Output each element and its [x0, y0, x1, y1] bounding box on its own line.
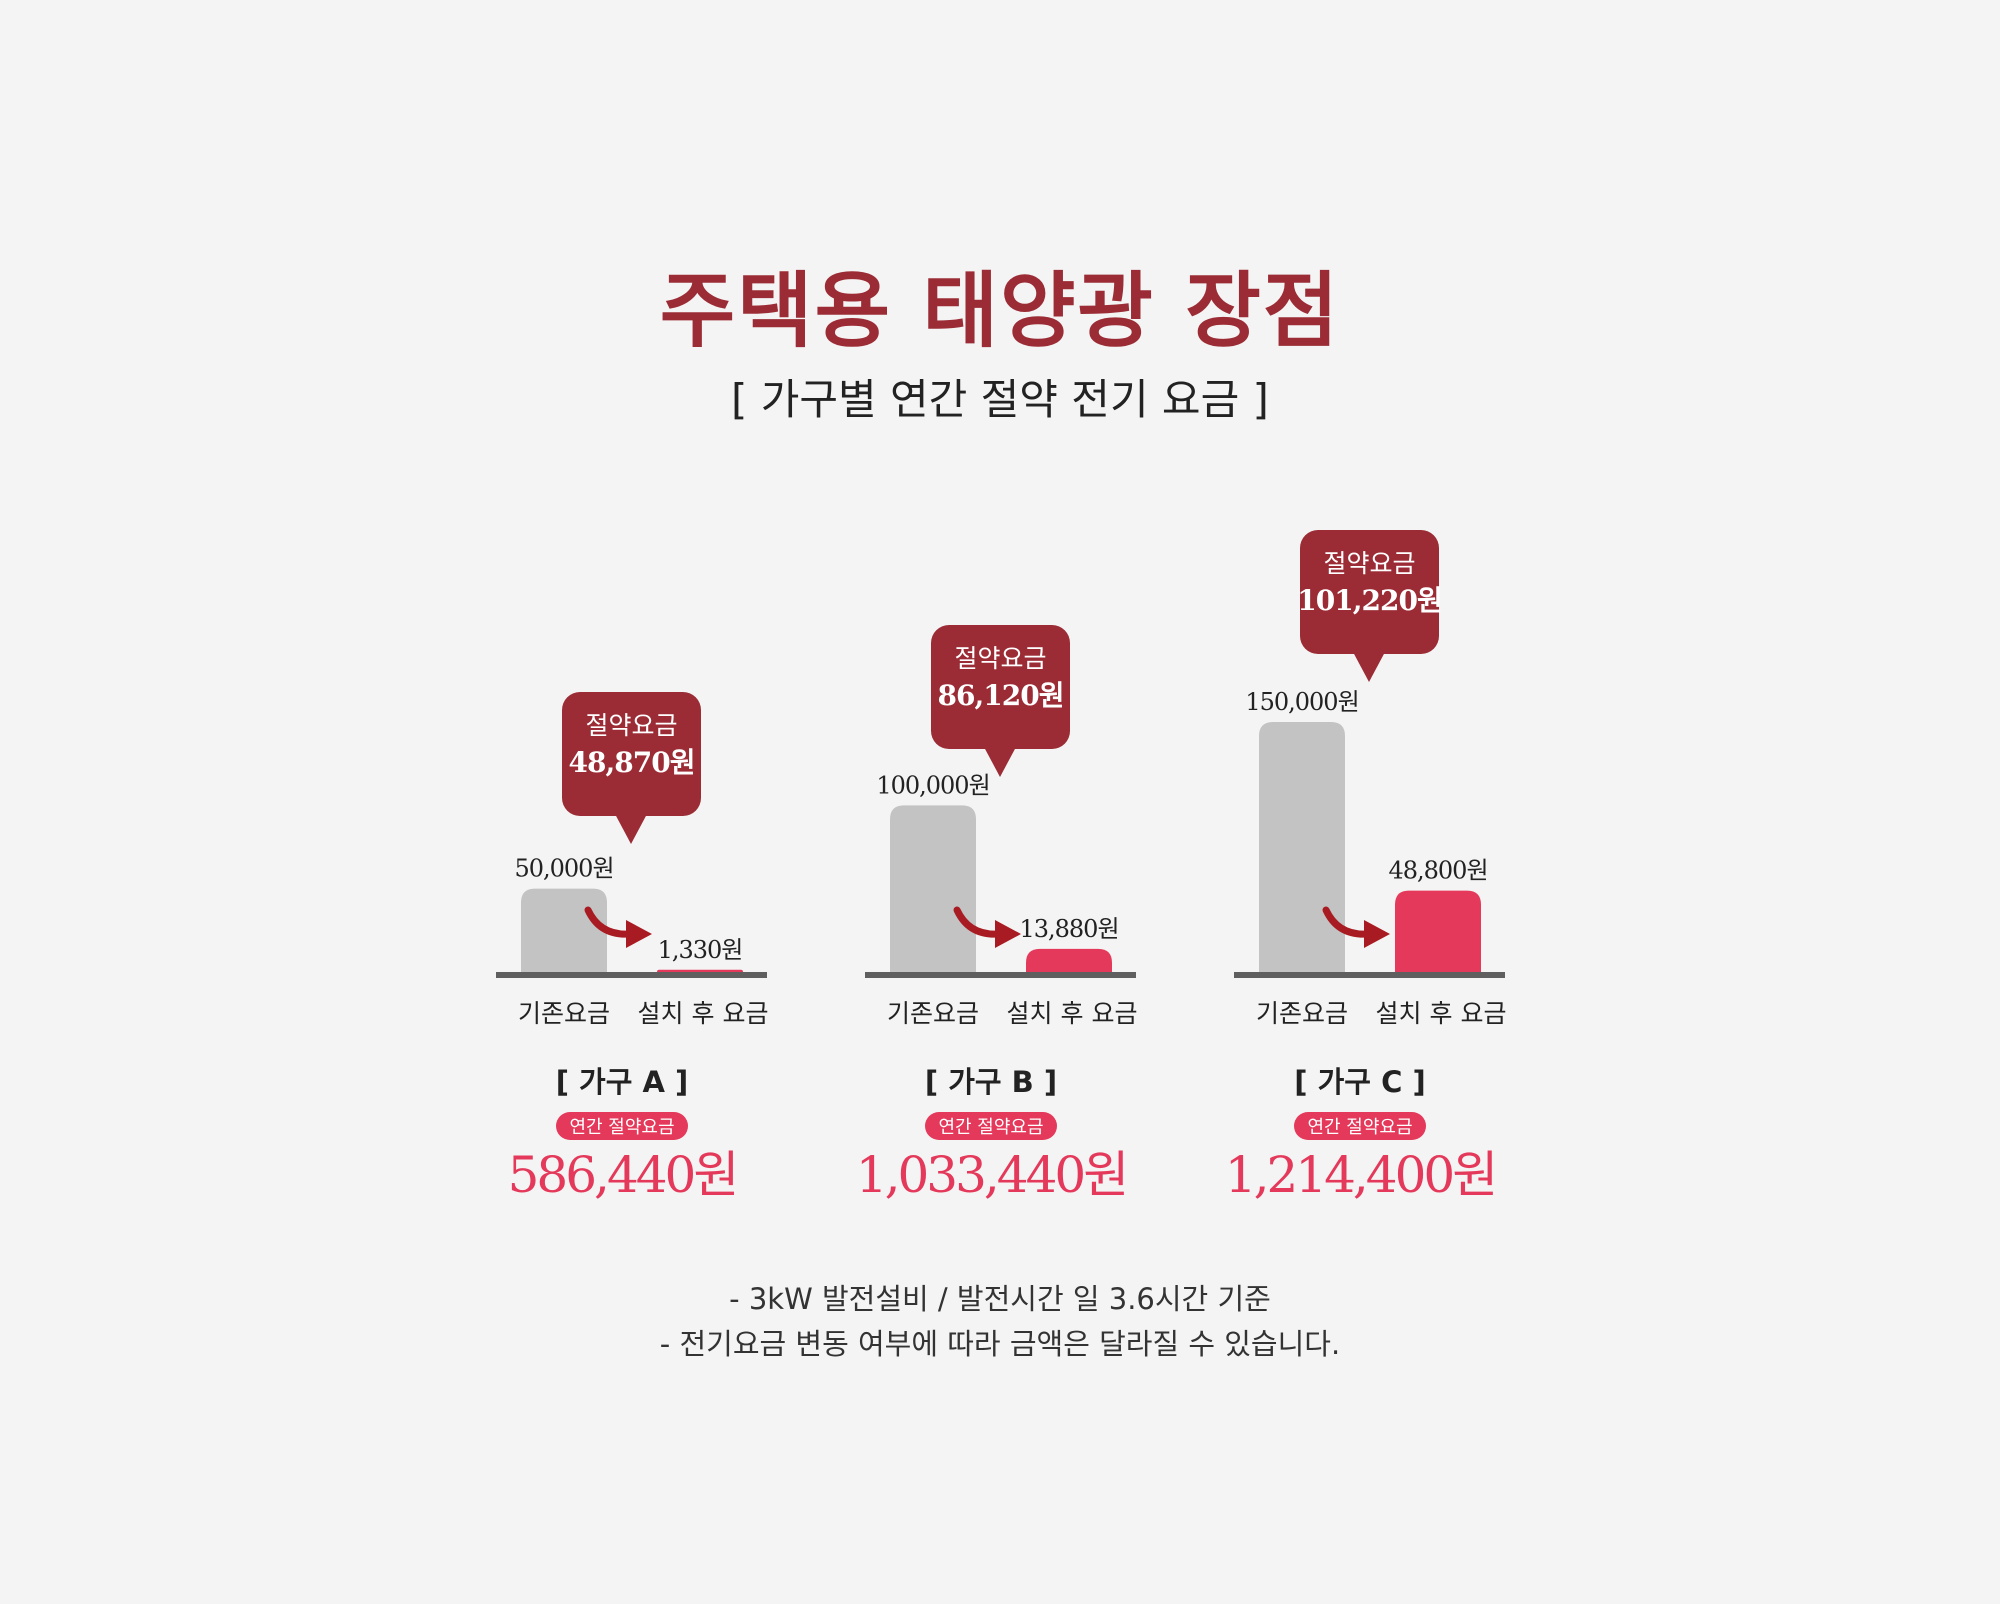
chart-baseline: [1234, 972, 1505, 978]
page-subtitle: [ 가구별 연간 절약 전기 요금 ]: [731, 375, 1269, 424]
bar-after-value-label: 48,800원: [1388, 857, 1487, 885]
saving-value: 48,870원: [569, 746, 695, 779]
chart-baseline: [865, 972, 1136, 978]
saving-value: 86,120원: [938, 679, 1064, 712]
arrow-icon: [1322, 906, 1372, 938]
arrow-icon: [584, 906, 634, 938]
bar-after-value-label: 1,330원: [658, 936, 743, 964]
category-label-before: 기존요금: [518, 999, 610, 1028]
bar-before-value-label: 150,000원: [1245, 688, 1358, 716]
annual-badge: [556, 1112, 688, 1140]
footnote-1: - 3kW 발전설비 / 발전시간 일 3.6시간 기준: [729, 1282, 1271, 1316]
category-label-after: 설치 후 요금: [1376, 999, 1507, 1028]
saving-title: 절약요금: [954, 644, 1046, 673]
annual-saving-value: 1,214,400원: [1225, 1146, 1495, 1204]
arrow-icon: [953, 906, 1003, 938]
bar-after: [1395, 890, 1481, 972]
annual-saving-value: 586,440원: [508, 1146, 737, 1204]
bar-before: [521, 888, 607, 972]
annual-badge-label: 연간 절약요금: [938, 1117, 1043, 1138]
household-label: [ 가구 C ]: [1294, 1065, 1425, 1099]
bar-after-value-label: 13,880원: [1019, 915, 1118, 943]
saving-value: 101,220원: [1297, 584, 1441, 617]
footnote-2: - 전기요금 변동 여부에 따라 금액은 달라질 수 있습니다.: [659, 1327, 1341, 1361]
arrow-head-icon: [995, 920, 1021, 948]
bar-before-value-label: 100,000원: [876, 771, 989, 799]
annual-badge: [1294, 1112, 1426, 1140]
annual-badge-label: 연간 절약요금: [569, 1117, 674, 1138]
category-label-before: 기존요금: [1256, 999, 1348, 1028]
annual-badge: [925, 1112, 1057, 1140]
arrow-head-icon: [1364, 920, 1390, 948]
saving-bubble: [931, 625, 1070, 749]
category-label-after: 설치 후 요금: [638, 999, 769, 1028]
bar-after: [1026, 948, 1112, 972]
saving-title: 절약요금: [585, 711, 677, 740]
annual-badge-label: 연간 절약요금: [1307, 1117, 1412, 1138]
category-label-before: 기존요금: [887, 999, 979, 1028]
saving-bubble-pointer: [1353, 652, 1385, 682]
arrow-head-icon: [626, 920, 652, 948]
saving-bubble: [562, 692, 701, 816]
chart-baseline: [496, 972, 767, 978]
bar-after: [657, 969, 743, 972]
annual-saving-value: 1,033,440원: [856, 1146, 1126, 1204]
bar-before: [1259, 722, 1345, 972]
saving-bubble-pointer: [984, 747, 1016, 777]
household-label: [ 가구 A ]: [556, 1065, 689, 1099]
page-title: 주택용 태양광 장점: [659, 264, 1341, 359]
bar-before-value-label: 50,000원: [514, 855, 613, 883]
household-label: [ 가구 B ]: [925, 1065, 1057, 1099]
category-label-after: 설치 후 요금: [1007, 999, 1138, 1028]
bar-before: [890, 805, 976, 972]
saving-bubble: [1300, 530, 1439, 654]
saving-bubble-pointer: [615, 814, 647, 844]
saving-title: 절약요금: [1323, 549, 1415, 578]
